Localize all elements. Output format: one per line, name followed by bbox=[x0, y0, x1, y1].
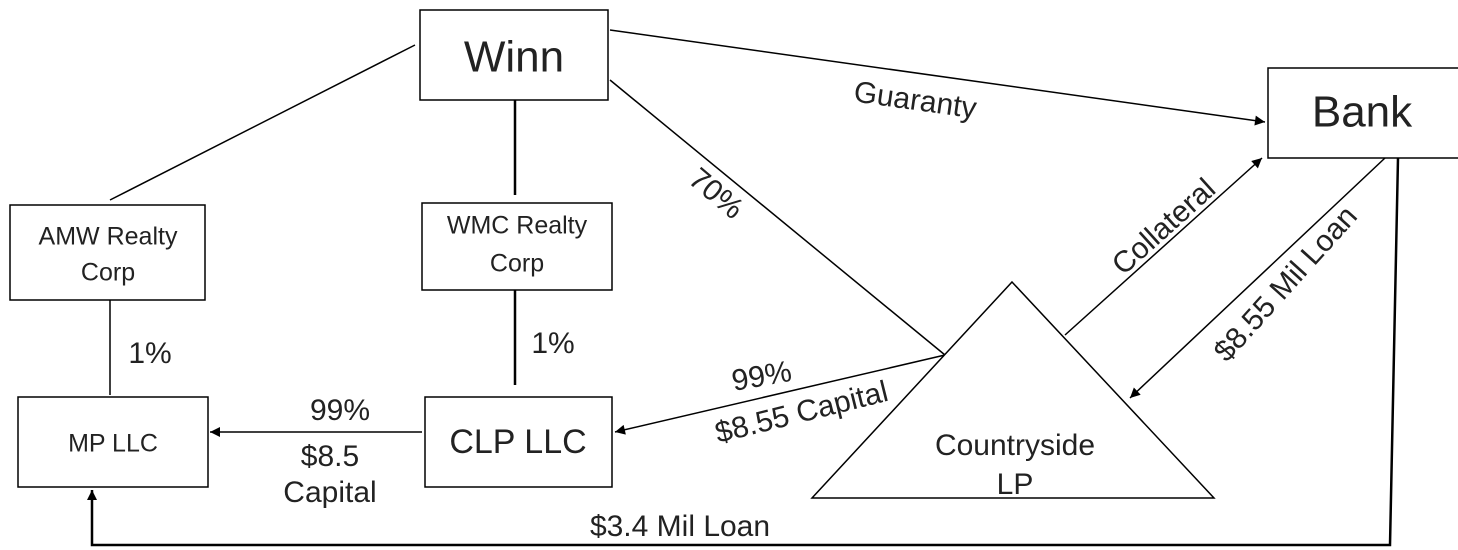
edge-label: Collateral bbox=[1106, 172, 1222, 281]
node-label: Winn bbox=[464, 33, 564, 82]
node-triangle bbox=[810, 280, 1216, 499]
node-label: LP bbox=[997, 468, 1034, 501]
edge-label: 1% bbox=[128, 337, 171, 370]
edge-label: 99% bbox=[310, 394, 370, 427]
edge-label: $8.5 bbox=[301, 440, 359, 473]
arrow bbox=[1064, 157, 1263, 336]
edge-label: 1% bbox=[531, 327, 574, 360]
arrow bbox=[87, 157, 1400, 547]
node-label: Countryside bbox=[935, 429, 1095, 462]
arrow bbox=[1129, 157, 1386, 399]
node-label: Corp bbox=[490, 250, 544, 278]
node-label: AMW Realty bbox=[39, 223, 178, 251]
edge-label: Guaranty bbox=[852, 76, 979, 126]
arrow bbox=[614, 354, 946, 435]
node-box bbox=[419, 9, 609, 101]
node-box bbox=[424, 396, 613, 488]
connector bbox=[609, 79, 946, 356]
edge-label: $3.4 Mil Loan bbox=[590, 510, 770, 543]
node-box bbox=[1267, 67, 1458, 159]
connector bbox=[109, 44, 416, 201]
node-label: MP LLC bbox=[68, 430, 158, 458]
edge-label: $8.55 Mil Loan bbox=[1208, 200, 1364, 368]
node-label: WMC Realty bbox=[447, 212, 588, 240]
node-label: Corp bbox=[81, 259, 135, 287]
node-label: CLP LLC bbox=[449, 423, 586, 461]
node-box bbox=[17, 396, 209, 488]
edge-label: 70% bbox=[682, 162, 749, 226]
edge-label: Capital bbox=[283, 476, 376, 509]
node-box bbox=[421, 202, 613, 291]
node-label: Bank bbox=[1312, 88, 1413, 137]
edge-label: 99% bbox=[729, 355, 794, 398]
node-box bbox=[9, 204, 206, 301]
arrow bbox=[609, 29, 1266, 126]
